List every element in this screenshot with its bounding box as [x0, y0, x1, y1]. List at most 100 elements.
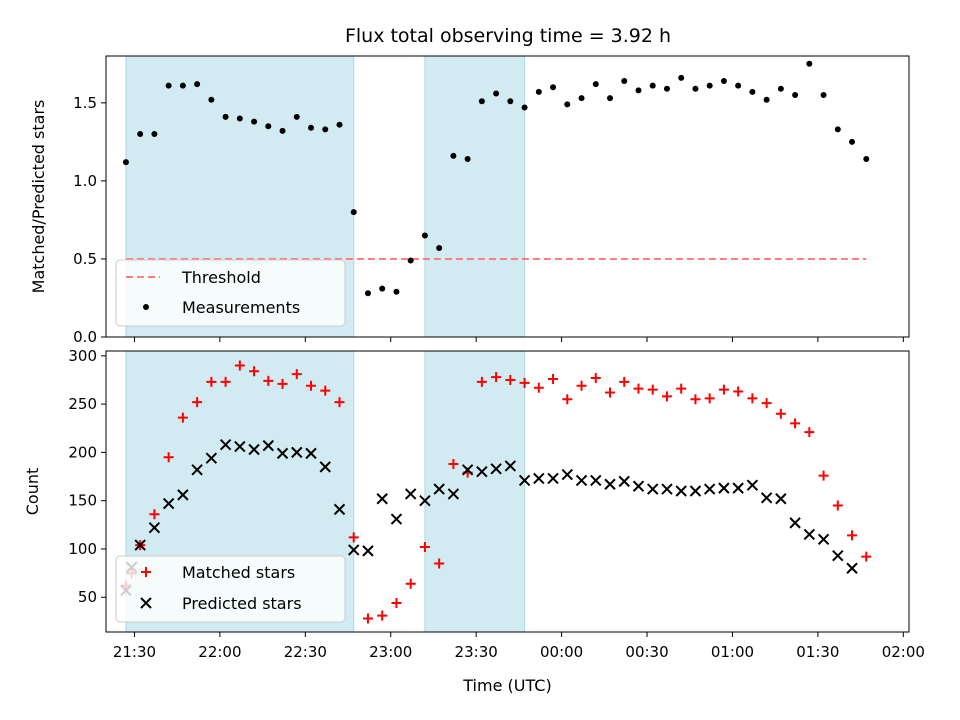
measurement-point [550, 84, 557, 91]
matched-star-point [434, 558, 445, 569]
predicted-star-point [177, 489, 189, 501]
count-panel: 50 100 150 200 250 300 21:30 22:00 22:30 23:00 23… [23, 347, 925, 695]
predicted-star-point [547, 472, 559, 485]
predicted-star-point [775, 493, 787, 505]
y-tick-label: 1.0 [73, 172, 97, 190]
predicted-star-point [262, 439, 275, 452]
predicted-star-point [433, 483, 445, 495]
y-tick-label: 0.0 [73, 328, 97, 346]
matched-star-point [647, 384, 658, 395]
legend-box [115, 259, 346, 327]
measurement-point [336, 121, 343, 128]
x-axis-label: Time (UTC) [462, 676, 551, 695]
measurement-point [535, 88, 542, 95]
matched-star-point [733, 386, 744, 397]
matched-star-point [192, 397, 203, 408]
measurement-point [663, 85, 670, 92]
ratio-x-ticks [133, 337, 904, 342]
predicted-star-point [675, 485, 687, 497]
predicted-star-point [703, 483, 716, 495]
x-tick-label: 23:30 [455, 643, 498, 661]
x-tick-label: 21:30 [113, 643, 156, 661]
matched-star-point [306, 380, 317, 391]
predicted-star-point [234, 440, 246, 453]
measurement-point [251, 118, 258, 125]
count-y-axis: 50 100 150 200 250 300 [68, 347, 106, 606]
measurement-point [464, 156, 471, 163]
predicted-star-point [689, 485, 702, 497]
matched-star-point [320, 385, 331, 396]
measurement-point [393, 288, 400, 295]
matched-star-point [348, 532, 359, 543]
measurement-point [122, 159, 129, 166]
predicted-star-point [333, 503, 346, 516]
predicted-star-point [618, 475, 630, 488]
ratio-plot-frame [105, 55, 910, 338]
measurement-point [834, 126, 841, 133]
measurement-point [777, 85, 784, 92]
predicted-star-point [447, 488, 460, 500]
matched-star-point [533, 382, 544, 393]
predicted-star-point [162, 497, 175, 510]
chart-title: Flux total observing time = 3.92 h [345, 25, 671, 47]
legend-matched-label: Matched stars [182, 563, 295, 582]
x-tick-label: 23:00 [369, 643, 412, 661]
predicted-star-point [760, 492, 773, 504]
predicted-star-point [590, 474, 602, 487]
ratio-legend: Threshold Measurements [115, 259, 346, 327]
predicted-star-point [191, 464, 203, 476]
predicted-star-point [490, 463, 502, 475]
measurement-point [236, 115, 243, 122]
matched-star-point [234, 360, 245, 371]
matched-star-point [362, 613, 373, 624]
ratio-panel: 0.0 0.5 1.0 1.5 Matched/Predicted stars Thr… [29, 55, 910, 346]
matched-star-point [619, 376, 630, 387]
predicted-star-point [148, 522, 161, 534]
matched-star-point [220, 376, 231, 387]
predicted-star-point [134, 539, 146, 551]
predicted-star-point [362, 545, 374, 557]
matched-star-point [861, 551, 872, 562]
predicted-star-point [632, 480, 645, 492]
measurement-point [421, 232, 428, 239]
predicted-star-point [319, 461, 331, 473]
matched-stars-points [120, 360, 872, 624]
measurement-point [350, 209, 357, 216]
x-tick-label: 01:00 [711, 643, 754, 661]
matched-star-point [747, 393, 758, 404]
x-tick-label: 01:30 [796, 643, 839, 661]
measurement-point [308, 124, 315, 131]
measurement-point [151, 131, 158, 138]
predicted-star-point [575, 474, 588, 487]
measurement-point [578, 95, 585, 102]
measurement-point [364, 290, 371, 297]
measurement-point [222, 113, 229, 120]
measurement-point [407, 257, 414, 264]
y-tick-label: 1.5 [73, 94, 97, 112]
measurement-point [649, 82, 656, 89]
matched-star-point [576, 380, 587, 391]
measurement-point [692, 85, 699, 92]
measurement-point [165, 82, 172, 89]
measurement-point [621, 77, 628, 84]
predicted-star-point [219, 438, 232, 451]
measurement-point [849, 138, 856, 145]
predicted-star-point [376, 493, 388, 505]
legend-measurement-swatch [143, 304, 149, 310]
measurement-point [322, 126, 329, 133]
measurement-point [208, 96, 215, 103]
predicted-stars-points [120, 438, 858, 597]
y-tick-label: 150 [68, 492, 97, 510]
matched-star-point [690, 394, 701, 405]
matched-star-point [149, 509, 160, 520]
predicted-star-point [746, 479, 759, 491]
predicted-star-point [789, 517, 801, 529]
matched-star-point [391, 598, 402, 609]
measurement-point [179, 82, 186, 89]
y-tick-label: 100 [68, 540, 97, 558]
measurement-point [720, 77, 727, 84]
matched-star-point [548, 374, 559, 385]
matched-star-point [491, 372, 502, 383]
matched-star-point [704, 393, 715, 404]
